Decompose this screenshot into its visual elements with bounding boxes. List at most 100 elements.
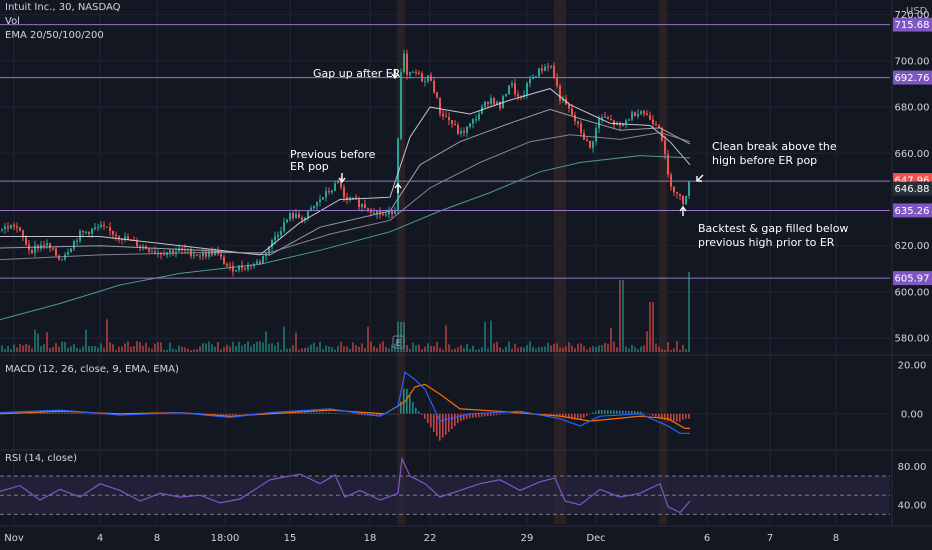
candle-body: [631, 112, 633, 120]
volume-bar: [454, 348, 456, 352]
candle-body: [364, 204, 366, 209]
volume-bar: [583, 345, 585, 352]
macd-histogram-bar: [628, 410, 630, 414]
volume-bar: [196, 349, 198, 352]
volume-bar: [529, 341, 531, 352]
volume-bar: [418, 344, 420, 352]
candle-body: [448, 116, 450, 121]
macd-histogram-bar: [466, 413, 468, 419]
candle-body: [622, 123, 624, 126]
candle-body: [685, 195, 687, 205]
candle-body: [1, 228, 3, 230]
volume-bar: [532, 346, 534, 352]
volume-bar: [73, 344, 75, 352]
volume-bar: [406, 344, 408, 352]
volume-bar: [322, 349, 324, 352]
volume-bar: [28, 344, 30, 352]
macd-histogram-bar: [601, 409, 603, 414]
candle-body: [271, 239, 273, 248]
volume-bar: [277, 342, 279, 352]
time-axis-tick: 8: [154, 533, 160, 544]
rsi-legend[interactable]: RSI (14, close): [5, 453, 78, 464]
time-axis-tick: 4: [97, 533, 103, 544]
volume-bar: [559, 347, 561, 352]
candle-body: [634, 112, 636, 117]
candle-body: [208, 251, 210, 257]
macd-histogram-bar: [61, 412, 63, 414]
volume-bar: [556, 343, 558, 352]
volume-bar: [613, 341, 615, 352]
price-axis-tick: 660.00: [895, 149, 930, 160]
volume-bar: [442, 349, 444, 352]
volume-bar: [685, 348, 687, 352]
volume-bar: [547, 342, 549, 352]
session-highlight: [554, 0, 566, 524]
macd-histogram-bar: [316, 412, 318, 414]
macd-histogram-bar: [301, 412, 303, 414]
candle-body: [559, 85, 561, 101]
candle-body: [7, 226, 9, 229]
volume-bar: [316, 346, 318, 352]
macd-histogram: [1, 388, 690, 441]
volume-bar: [91, 346, 93, 352]
macd-histogram-bar: [481, 413, 483, 417]
macd-histogram-bar: [613, 410, 615, 414]
macd-legend[interactable]: MACD (12, 26, close, 9, EMA, EMA): [5, 364, 179, 375]
candle-body: [268, 247, 270, 254]
volume-bar: [187, 348, 189, 352]
macd-histogram-bar: [43, 412, 45, 414]
macd-histogram-bar: [571, 413, 573, 419]
time-axis-tick: 8: [833, 533, 839, 544]
volume-bar: [469, 349, 471, 352]
volume-bar: [424, 346, 426, 352]
macd-histogram-bar: [496, 413, 498, 416]
candle-body: [667, 154, 669, 175]
volume-bar: [199, 346, 201, 352]
symbol-title[interactable]: Intuit Inc., 30, NASDAQ: [5, 2, 121, 13]
candle-body: [466, 126, 468, 133]
candle-body: [127, 236, 129, 240]
macd-line: [0, 371, 690, 434]
volume-bar: [598, 345, 600, 352]
volume-bar: [265, 331, 267, 352]
candle-body: [673, 186, 675, 193]
candle-body: [412, 71, 414, 73]
volume-legend[interactable]: Vol: [5, 16, 20, 27]
macd-histogram-bar: [319, 412, 321, 414]
macd-histogram-bar: [223, 413, 225, 415]
candle-body: [319, 199, 321, 202]
volume-bar: [202, 343, 204, 352]
currency-label[interactable]: USD: [906, 6, 928, 17]
candle-body: [568, 104, 570, 109]
candle-body: [82, 231, 84, 233]
volume-bar: [661, 349, 663, 352]
macd-histogram-bar: [49, 412, 51, 414]
candle-body: [424, 81, 426, 83]
macd-histogram-bar: [451, 413, 453, 429]
ema-legend[interactable]: EMA 20/50/100/200: [5, 30, 104, 41]
candle-body: [658, 125, 660, 128]
volume-bar: [127, 341, 129, 352]
candle-body: [154, 251, 156, 253]
volume-bar: [445, 325, 447, 352]
volume-bar: [412, 342, 414, 352]
volume-bar: [334, 349, 336, 352]
candle-body: [493, 98, 495, 105]
macd-histogram-bar: [241, 413, 243, 415]
candle-body: [661, 127, 663, 141]
volume-bar: [511, 348, 513, 352]
macd-histogram-bar: [622, 410, 624, 414]
volume-bar: [115, 349, 117, 352]
volume-bar: [664, 349, 666, 352]
volume-bar: [397, 322, 399, 352]
time-axis-tick: 22: [424, 533, 437, 544]
volume-bar: [205, 343, 207, 352]
candle-body: [475, 119, 477, 121]
macd-histogram-bar: [349, 413, 351, 415]
candle-body: [322, 197, 324, 200]
candle-body: [295, 213, 297, 219]
volume-bar: [358, 346, 360, 352]
price-label-1: 692.76: [895, 73, 930, 84]
macd-histogram-bar: [334, 412, 336, 414]
